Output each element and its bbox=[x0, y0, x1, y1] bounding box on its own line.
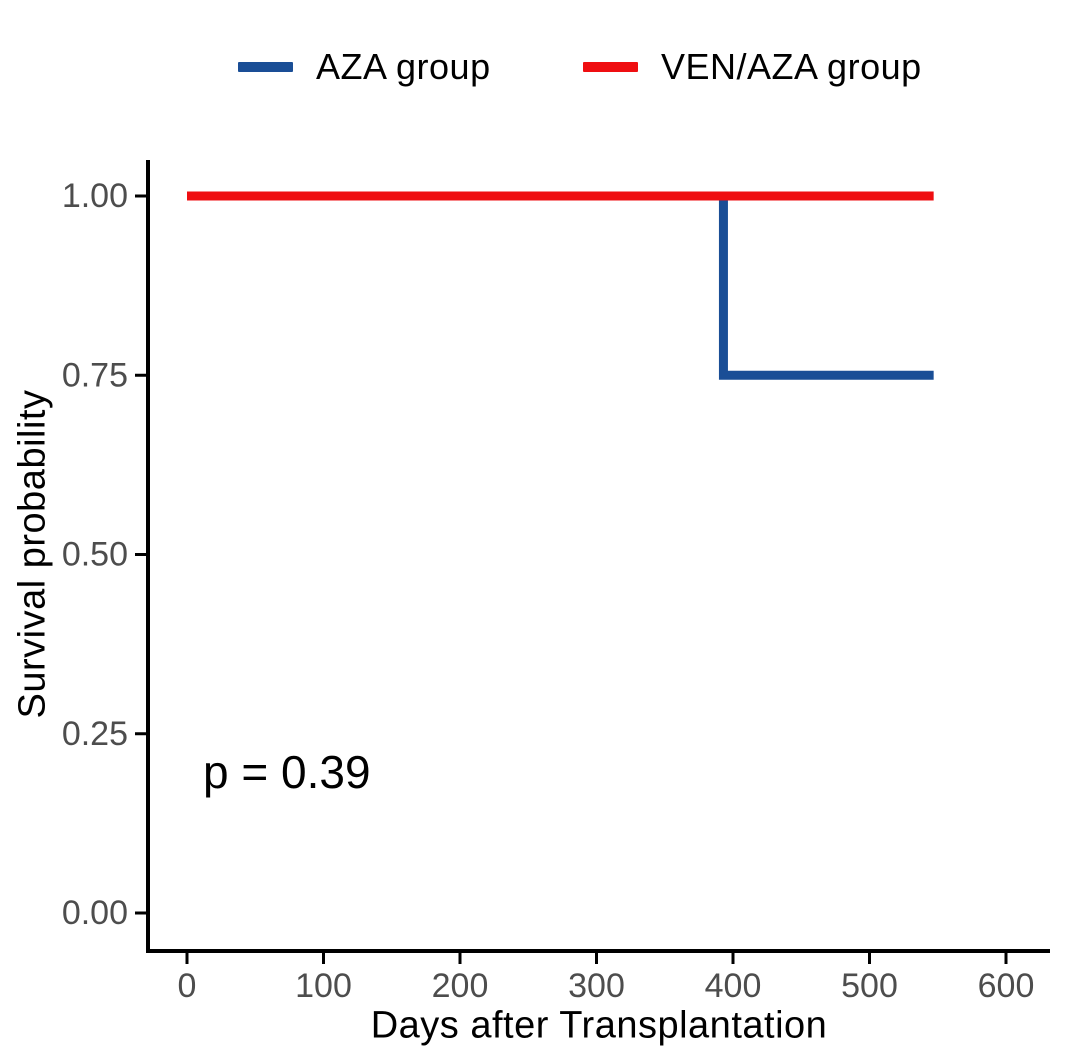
y-tick-label: 1.00 bbox=[62, 177, 128, 215]
ven-aza-group-line-swatch bbox=[583, 62, 638, 72]
legend-item-ven-aza-group: VEN/AZA group bbox=[583, 46, 922, 87]
x-tick-label: 300 bbox=[568, 967, 625, 1005]
x-tick-label: 600 bbox=[978, 967, 1035, 1005]
survival-curve-aza-group bbox=[187, 191, 934, 380]
x-tick-label: 0 bbox=[178, 967, 197, 1005]
y-tick-label: 0.75 bbox=[62, 356, 128, 394]
axis-frame bbox=[146, 160, 1050, 953]
legend-label-ven-aza-group: VEN/AZA group bbox=[661, 46, 922, 87]
legend-item-aza-group: AZA group bbox=[238, 46, 491, 87]
x-tick-label: 400 bbox=[705, 967, 762, 1005]
x-tick-label: 200 bbox=[432, 967, 489, 1005]
x-tick-label: 100 bbox=[295, 967, 352, 1005]
x-tick-label: 500 bbox=[841, 967, 898, 1005]
p-value-annotation: p = 0.39 bbox=[203, 746, 371, 798]
y-tick-label: 0.50 bbox=[62, 536, 128, 574]
y-tick-label: 0.00 bbox=[62, 894, 128, 932]
legend-label-aza-group: AZA group bbox=[316, 46, 491, 87]
y-axis-title: Survival probability bbox=[11, 389, 54, 719]
x-axis-title: Days after Transplantation bbox=[370, 1004, 828, 1047]
aza-group-line-swatch bbox=[238, 62, 293, 72]
y-tick-label: 0.25 bbox=[62, 715, 128, 753]
